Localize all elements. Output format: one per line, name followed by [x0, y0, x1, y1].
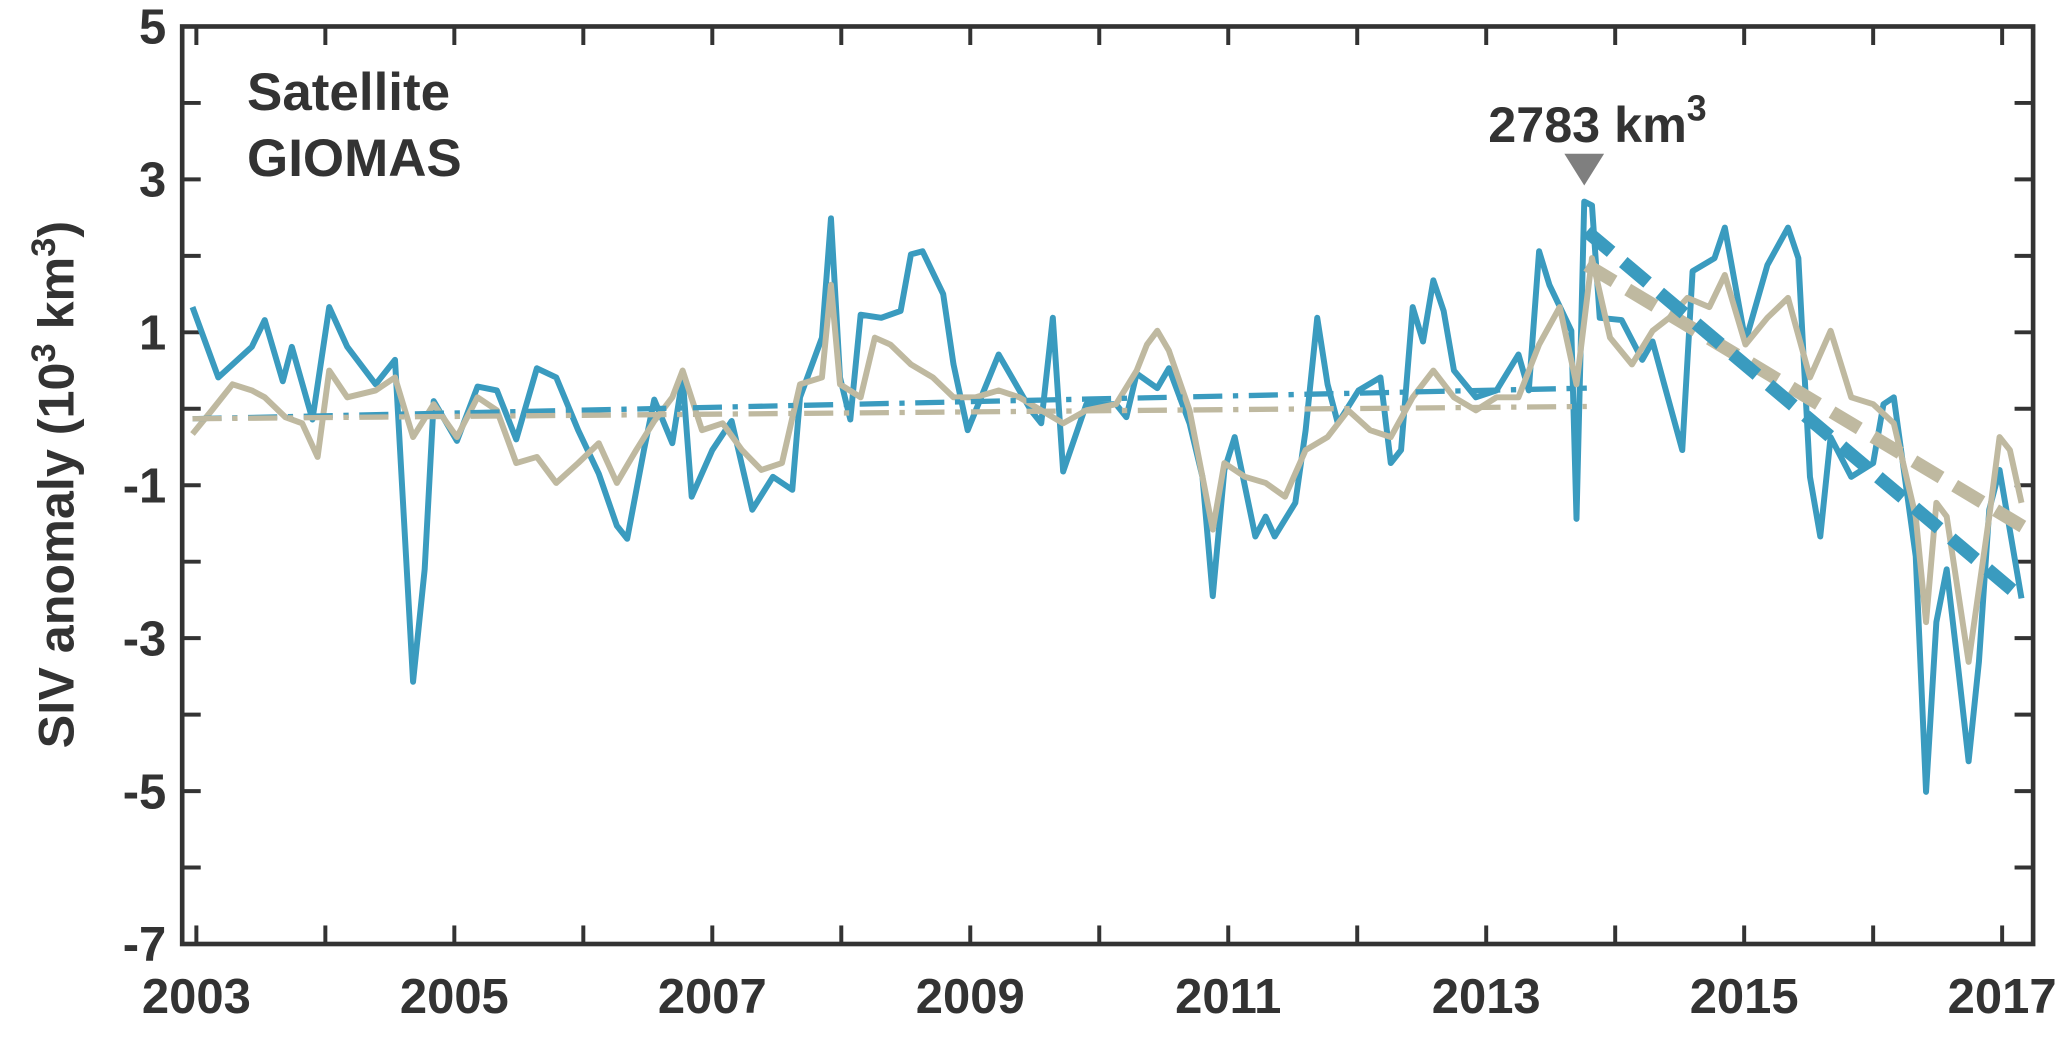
- y-tick-label: 3: [139, 154, 166, 208]
- x-tick-label: 2005: [400, 970, 509, 1024]
- y-tick-label: -1: [123, 459, 167, 513]
- x-tick-label: 2009: [916, 970, 1025, 1024]
- y-axis-label: SIV anomaly (103 km3): [25, 221, 85, 748]
- y-label-sup: 3: [25, 238, 63, 257]
- y-tick-label: 5: [139, 1, 166, 55]
- series-line: [190, 255, 2025, 665]
- y-tick-label: -3: [123, 612, 167, 666]
- legend-entry: Satellite: [247, 63, 450, 122]
- legend-entry: GIOMAS: [247, 129, 462, 188]
- annotation-sup: 3: [1687, 89, 1707, 129]
- x-tick-label: 2003: [142, 970, 251, 1024]
- y-label-sup: 3: [25, 343, 63, 362]
- annotation-marker: [1564, 153, 1605, 186]
- plot-frame: [179, 24, 2036, 947]
- y-label-part: km: [28, 257, 85, 344]
- annotation: 2783 km3: [1488, 89, 1706, 153]
- trend-line: [1583, 259, 2028, 533]
- x-tick-label: 2013: [1432, 970, 1541, 1024]
- annotation-text: 2783 km: [1488, 96, 1687, 153]
- y-tick-label: -5: [123, 765, 167, 819]
- trend-line: [192, 403, 1587, 422]
- x-tick-label: 2007: [658, 970, 767, 1024]
- x-tick-label: 2017: [1948, 970, 2057, 1024]
- y-tick-label: -7: [123, 918, 167, 972]
- trend-line: [192, 385, 1587, 422]
- x-tick-label: 2011: [1175, 970, 1281, 1024]
- x-tick-label: 2015: [1690, 970, 1799, 1024]
- y-tick-label: 1: [139, 307, 166, 361]
- y-label-part: ): [28, 221, 85, 238]
- series-line: [189, 198, 2025, 795]
- y-label-part: SIV anomaly (10: [28, 363, 85, 749]
